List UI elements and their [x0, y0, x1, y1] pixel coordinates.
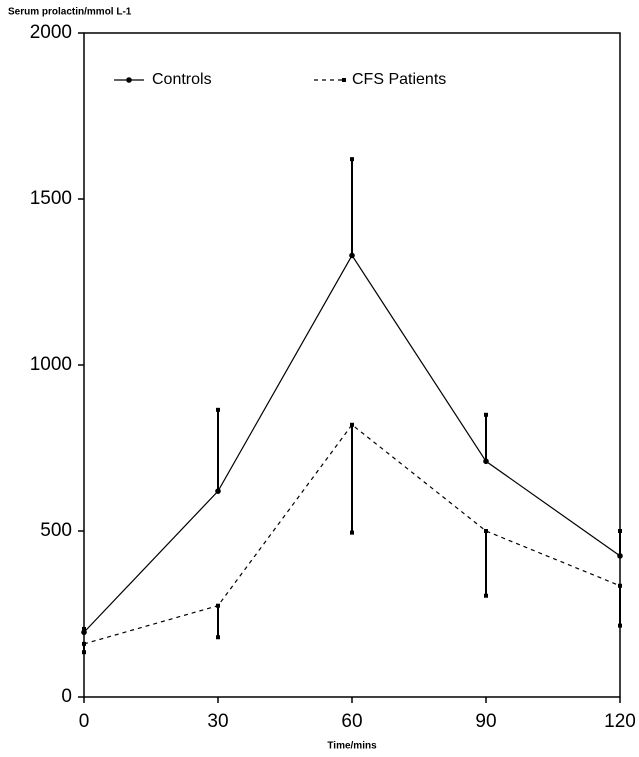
point	[81, 629, 87, 636]
x-tick-label: 30	[207, 711, 228, 732]
error-cap	[484, 412, 488, 417]
legend-label: CFS Patients	[352, 71, 446, 88]
y-axis-label: Serum prolactin/mmol L-1	[8, 7, 132, 18]
plot-frame	[83, 32, 621, 698]
point	[618, 583, 622, 588]
error-cap	[350, 157, 354, 162]
point	[483, 458, 489, 465]
error-cap	[350, 530, 354, 535]
error-cap	[82, 626, 86, 631]
y-tick-label: 0	[61, 686, 72, 707]
point	[617, 553, 623, 559]
point	[215, 488, 221, 494]
point	[350, 422, 354, 427]
error-cap	[82, 650, 86, 655]
legend-marker	[342, 78, 346, 82]
x-tick-label: 0	[79, 711, 90, 732]
point	[82, 641, 86, 646]
legend-label: Controls	[152, 71, 212, 88]
error-cap	[618, 529, 622, 533]
y-tick-label: 1000	[30, 354, 72, 375]
x-axis-label: Time/mins	[327, 741, 377, 752]
y-tick-label: 500	[40, 520, 72, 541]
y-tick-label: 1500	[30, 188, 72, 209]
legend-marker	[126, 77, 132, 83]
x-tick-label: 120	[604, 711, 636, 732]
error-cap	[216, 407, 220, 412]
x-tick-label: 60	[341, 711, 362, 732]
error-cap	[216, 635, 220, 640]
error-cap	[484, 593, 488, 598]
point	[484, 529, 488, 533]
x-tick-label: 90	[475, 711, 496, 732]
point	[349, 252, 355, 259]
point	[216, 603, 220, 608]
y-tick-label: 2000	[30, 22, 72, 43]
error-cap	[618, 623, 622, 628]
